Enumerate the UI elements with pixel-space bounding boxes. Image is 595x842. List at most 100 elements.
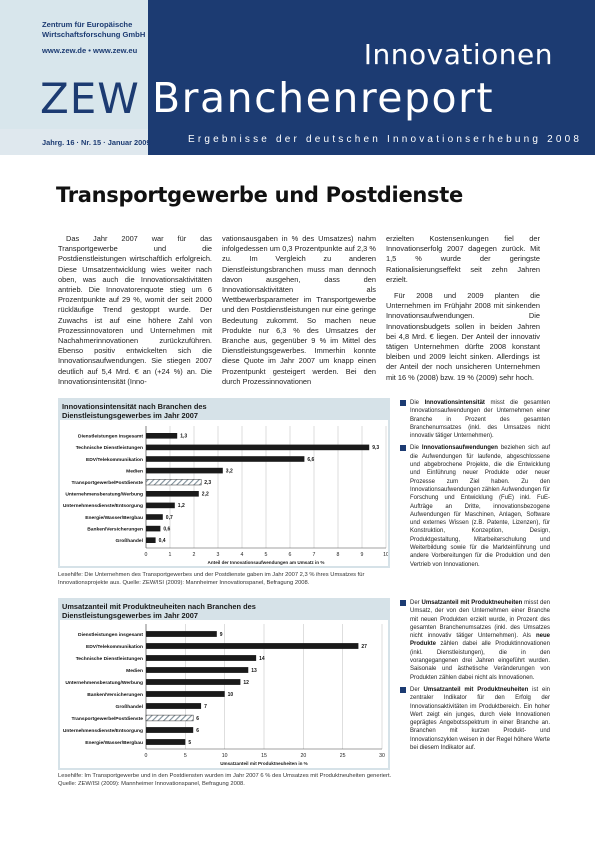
note-term: Innovationsaufwendungen — [421, 445, 498, 452]
note-prefix: Der — [410, 686, 420, 693]
note-text: misst den Umsatz, der von den Unternehme… — [410, 600, 550, 640]
data-label: 2,2 — [202, 492, 209, 498]
x-tick-label: 0 — [145, 753, 148, 759]
note-term: Umsatzanteil mit Produktneuheiten — [421, 600, 523, 606]
data-label: 3,2 — [226, 468, 233, 474]
data-label: 9 — [220, 632, 223, 638]
bar — [146, 727, 194, 733]
bar — [146, 655, 257, 661]
bullet-square-icon — [400, 686, 406, 693]
data-label: 14 — [259, 656, 265, 662]
definition-notes-1: Die Innovationsintensität misst die gesa… — [400, 399, 550, 573]
chart-panel-product-novelty-share: Umsatzanteil mit Produktneuheiten nach B… — [58, 598, 390, 770]
issue-info: Jahrg. 16 · Nr. 15 · Januar 2009 — [42, 138, 151, 147]
category-label: Technische Dienstleistungen — [76, 656, 143, 662]
category-label: EDV/Telekommunikation — [86, 457, 143, 463]
x-tick-label: 7 — [313, 552, 316, 558]
x-tick-label: 0 — [145, 552, 148, 558]
category-label: Energie/Wasser/Bergbau — [85, 515, 143, 521]
article-title: Transportgewerbe und Postdienste — [56, 183, 463, 207]
bar — [146, 667, 249, 673]
data-label: 7 — [204, 704, 207, 710]
bar — [146, 456, 305, 462]
bar — [146, 691, 225, 697]
chart-source-note: Lesehilfe: Im Transportgewerbe und in de… — [58, 773, 392, 787]
org-url[interactable]: www.zew.de • www.zew.eu — [42, 46, 138, 55]
x-tick-label: 5 — [184, 753, 187, 759]
category-label: Unternehmensberatung/Werbung — [65, 492, 143, 498]
category-label: Unternehmensdienste/Entsorgung — [63, 728, 143, 734]
bar-chart-product-novelty-share: 0 5 10 15 20 25 30 Umsatzanteil mit Produktneuh… — [63, 624, 385, 766]
category-label: Dienstleistungen insgesamt — [78, 632, 143, 638]
x-tick-label: 10 — [383, 552, 388, 558]
note-text: ist ein zentraler Indikator für den Erfo… — [410, 686, 550, 752]
note-text: beziehen sich auf die Aufwendungen für l… — [410, 445, 550, 568]
zew-logo: ZEW — [40, 74, 140, 123]
category-label: Technische Dienstleistungen — [76, 445, 143, 451]
category-label: Großhandel — [116, 704, 144, 710]
category-label: Banken/Versicherungen — [87, 526, 143, 532]
chart-title: Innovationsintensität nach Branchen des … — [62, 402, 272, 420]
note-text: zählen dabei alle Produktinnovationen (i… — [410, 641, 550, 681]
bar — [146, 643, 359, 649]
data-label: 6 — [196, 716, 199, 722]
text-column-3: erzielten Kostensenkungen fiel der Innov… — [386, 234, 540, 383]
data-label: 6,6 — [307, 457, 314, 463]
bar — [145, 714, 194, 722]
note-text: misst die gesamten Innovationsaufwendung… — [410, 400, 551, 440]
org-line-1: Zentrum für Europäische — [42, 20, 133, 29]
series-title-top: Innovationen — [363, 38, 553, 71]
category-label: Medien — [126, 468, 143, 474]
category-label: Großhandel — [116, 538, 144, 544]
data-label: 5 — [188, 740, 191, 746]
bar — [146, 444, 370, 451]
bullet-square-icon — [400, 600, 406, 606]
org-line-2: Wirtschaftsforschung GmbH — [42, 30, 146, 39]
chart-panel-innovation-intensity: Innovationsintensität nach Branchen des … — [58, 398, 390, 568]
category-label: EDV/Telekommunikation — [86, 644, 143, 650]
category-label: Unternehmensdienste/Entsorgung — [63, 503, 143, 509]
note-innovation-expenditure: Die Innovationsaufwendungen beziehen sic… — [400, 444, 550, 568]
chart-plot-area: 0 1 2 3 4 5 6 7 8 9 10 Anteil der Innovationsaufwen… — [60, 420, 388, 566]
data-label: 0,6 — [163, 526, 170, 532]
organization-name: Zentrum für Europäische Wirtschaftsforsc… — [42, 20, 146, 40]
paragraph: erzielten Kostensenkungen fiel der Innov… — [386, 234, 540, 284]
bullet-square-icon — [400, 445, 406, 452]
data-label: 9,3 — [372, 445, 379, 451]
x-tick-label: 20 — [300, 753, 306, 759]
bar — [146, 525, 161, 532]
bar — [146, 514, 163, 520]
category-label: Transportgewerbe/Postdienste — [72, 716, 144, 722]
category-label: Banken/Versicherungen — [87, 692, 143, 698]
note-sales-share-definition: Der Umsatzanteil mit Produktneuheiten mi… — [400, 599, 550, 682]
data-label: 0,4 — [159, 538, 166, 544]
x-tick-label: 10 — [222, 753, 228, 759]
data-label: 27 — [361, 644, 367, 650]
x-tick-label: 1 — [169, 552, 172, 558]
x-tick-label: 6 — [289, 552, 292, 558]
data-label: 2,3 — [204, 480, 211, 486]
bar — [146, 703, 202, 709]
note-term: neue Produkte — [410, 633, 550, 648]
x-tick-label: 9 — [361, 552, 364, 558]
category-label: Unternehmensberatung/Werbung — [65, 680, 143, 686]
x-axis-label: Anteil der Innovationsaufwendungen am Um… — [208, 560, 325, 565]
chart-plot-area: 0 5 10 15 20 25 30 Umsatzanteil mit Produktneuh… — [60, 620, 388, 768]
text-column-2: vationsausgaben in % des Umsatzes) nahm … — [222, 234, 376, 387]
paragraph: Das Jahr 2007 war für das Transportgewer… — [58, 234, 212, 386]
bar — [146, 679, 241, 685]
category-label: Medien — [126, 668, 143, 674]
x-tick-label: 5 — [265, 552, 268, 558]
bar — [146, 433, 178, 439]
data-label: 6 — [196, 728, 199, 734]
header-lower-right-band — [148, 129, 595, 155]
note-term: Innovationsintensität — [424, 400, 485, 406]
bar — [146, 537, 156, 543]
x-tick-label: 2 — [193, 552, 196, 558]
x-tick-label: 4 — [241, 552, 244, 558]
bar — [146, 491, 199, 497]
series-title-main: Branchenreport — [152, 74, 495, 122]
x-tick-label: 8 — [337, 552, 340, 558]
x-tick-label: 30 — [379, 753, 385, 759]
category-label: Energie/Wasser/Bergbau — [85, 740, 143, 746]
